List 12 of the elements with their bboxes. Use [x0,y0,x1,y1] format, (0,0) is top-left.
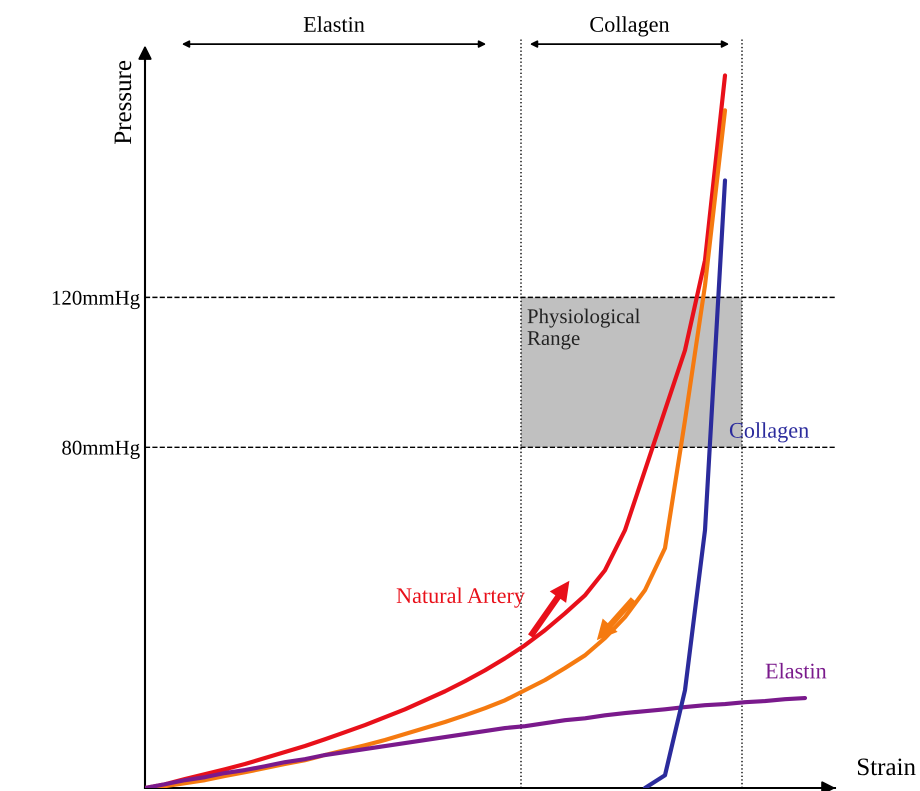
text: Elastin [304,16,365,32]
text: Collagen [590,16,670,36]
line-series [642,178,728,788]
line-series [145,696,808,788]
x-axis-title: Strain [858,758,916,776]
y-tick-label: 120mmHg [52,290,140,310]
series-label: Natural Artery [396,588,525,608]
series-label: Elastin [766,662,826,679]
y-tick-label: 80mmHg [62,440,140,459]
series-label: Collagen [730,422,809,442]
band-label: Physiological Range [528,308,640,350]
y-axis-title: Pressure [114,60,132,144]
